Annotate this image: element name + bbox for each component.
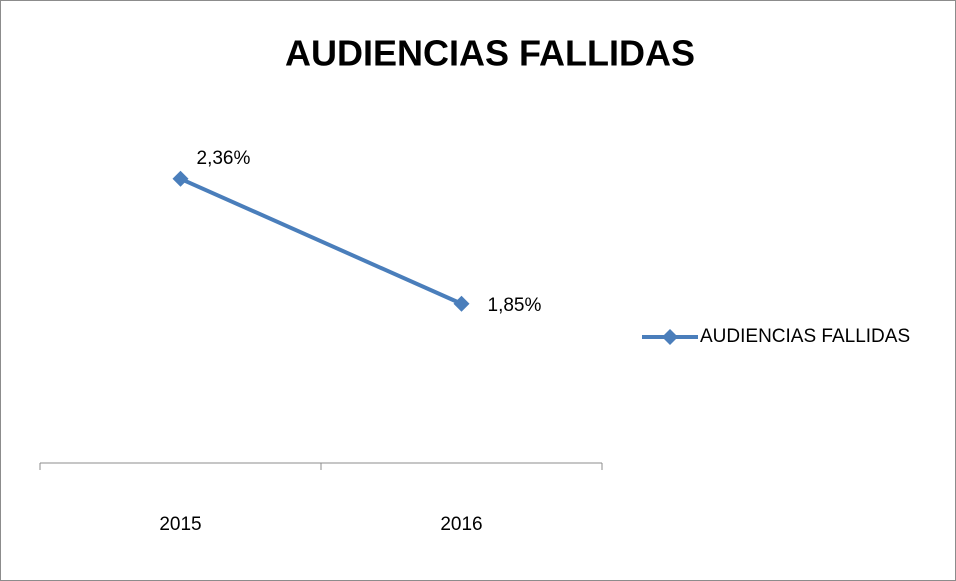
x-tick-label: 2015 bbox=[159, 514, 201, 535]
data-label: 2,36% bbox=[197, 148, 251, 169]
legend-marker bbox=[662, 329, 678, 345]
chart-title: AUDIENCIAS FALLIDAS bbox=[285, 33, 695, 74]
series-line bbox=[179, 176, 463, 306]
x-tick-label: 2016 bbox=[440, 514, 482, 535]
legend-label: AUDIENCIAS FALLIDAS bbox=[700, 326, 910, 347]
data-label: 1,85% bbox=[488, 295, 542, 316]
data-point bbox=[453, 295, 470, 312]
data-point bbox=[172, 170, 189, 187]
